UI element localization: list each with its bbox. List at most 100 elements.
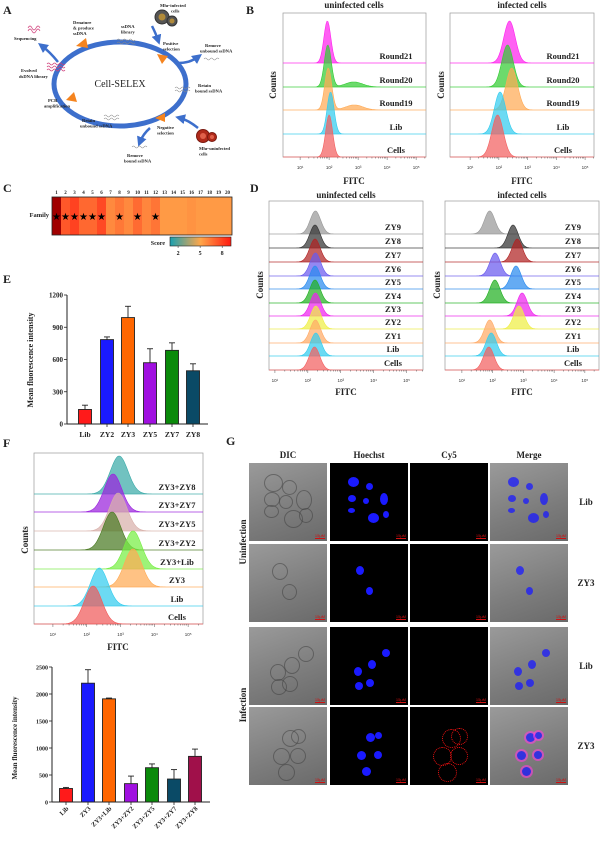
colorbar-tick-label: 8 bbox=[221, 251, 224, 257]
scale-bar: 15μM bbox=[314, 614, 325, 620]
heatmap-column-label: 5 bbox=[91, 191, 94, 196]
nucleus bbox=[526, 679, 534, 687]
nucleus bbox=[357, 751, 366, 760]
bar-zy8 bbox=[186, 370, 200, 425]
nucleus bbox=[374, 751, 382, 759]
b-right-xlabel: FITC bbox=[511, 176, 533, 186]
label-infected-cells: Mhr-infected bbox=[160, 3, 186, 8]
nucleus bbox=[362, 767, 371, 776]
bar-zy3-lib bbox=[102, 698, 116, 803]
cell-outline bbox=[272, 563, 288, 580]
nucleus bbox=[534, 751, 542, 759]
star-icon: ★ bbox=[133, 212, 142, 223]
nucleus bbox=[542, 649, 550, 657]
label-evolved: Evolved bbox=[21, 68, 37, 73]
micrograph-hoechst: 15μM bbox=[330, 544, 408, 622]
scale-bar: 15μM bbox=[395, 614, 406, 620]
heatmap-column-label: 9 bbox=[127, 191, 130, 196]
nucleus bbox=[348, 508, 355, 513]
x-tick-label: 10³ bbox=[355, 165, 362, 170]
heatmap-column-label: 12 bbox=[153, 191, 159, 196]
label-remove-unbound: Remove bbox=[205, 43, 221, 48]
nucleus bbox=[522, 767, 531, 776]
cell-outline bbox=[264, 505, 279, 518]
x-tick-label: 10² bbox=[489, 378, 496, 383]
nucleus bbox=[375, 732, 382, 739]
series-label: ZY1 bbox=[385, 331, 401, 341]
arrowhead-icon bbox=[66, 92, 77, 102]
label-remove-bound: bound ssDNA bbox=[124, 159, 152, 164]
heatmap-cell bbox=[178, 197, 187, 235]
heatmap-cell bbox=[169, 197, 178, 235]
heatmap-column-label: 20 bbox=[225, 191, 231, 196]
series-label: ZY6 bbox=[565, 264, 581, 274]
series-label: Lib bbox=[567, 344, 580, 354]
x-tick-label: 10³ bbox=[337, 378, 344, 383]
heatmap-cell bbox=[214, 197, 223, 235]
series-label: ZY3+ZY7 bbox=[159, 500, 197, 510]
star-icon: ★ bbox=[115, 212, 124, 223]
bar-zy3-zy7 bbox=[167, 778, 181, 803]
series-label: ZY3+ZY8 bbox=[159, 482, 196, 492]
y-tick-label: 300 bbox=[53, 388, 64, 396]
scale-bar: 15μM bbox=[555, 697, 566, 703]
x-tick-label: 10⁵ bbox=[581, 378, 588, 383]
arrowhead-icon bbox=[157, 54, 168, 64]
heatmap-column-label: 1 bbox=[55, 191, 58, 196]
scale-bar: 15μM bbox=[395, 697, 406, 703]
row-label-zy3: ZY3 bbox=[577, 741, 595, 751]
heatmap-cell bbox=[61, 197, 70, 235]
panel-label-e: E bbox=[3, 272, 11, 286]
bar-zy3-zy2 bbox=[124, 783, 138, 803]
cell-outline bbox=[282, 480, 297, 495]
label-uninfected-cells: cells bbox=[199, 152, 208, 157]
scale-bar: 15μM bbox=[475, 777, 486, 783]
cy5-membrane-signal bbox=[450, 747, 468, 765]
label-remove-unbound: unbound ssDNA bbox=[200, 49, 233, 54]
nucleus bbox=[528, 513, 539, 523]
heatmap-cell bbox=[79, 197, 88, 235]
series-label: ZY4 bbox=[565, 291, 582, 301]
nucleus bbox=[356, 566, 364, 575]
f-hist-xlabel: FITC bbox=[107, 642, 129, 652]
scale-bar: 15μM bbox=[314, 533, 325, 539]
colorbar-tick-label: 5 bbox=[199, 251, 202, 257]
label-retain-unbound: Retain bbox=[82, 118, 95, 123]
panel-label-b: B bbox=[246, 3, 254, 17]
x-tick-label: 10¹ bbox=[459, 378, 466, 383]
series-label: ZY8 bbox=[565, 236, 581, 246]
heatmap-column-label: 18 bbox=[207, 191, 213, 196]
nucleus bbox=[526, 483, 533, 490]
nucleus bbox=[366, 587, 373, 595]
x-tick-label: 10² bbox=[326, 165, 333, 170]
heatmap-column-label: 16 bbox=[189, 191, 195, 196]
row-label-zy3: ZY3 bbox=[577, 578, 595, 588]
scale-bar: 15μM bbox=[555, 533, 566, 539]
series-label: Cells bbox=[168, 612, 187, 622]
label-denature: ssDNA bbox=[73, 31, 87, 36]
group-label-infection: Infection bbox=[238, 687, 248, 723]
panel-label-d: D bbox=[250, 181, 259, 195]
x-tick-label: 10¹ bbox=[297, 165, 304, 170]
nucleus bbox=[516, 566, 524, 575]
bar-lib bbox=[78, 409, 92, 425]
y-tick-label: 500 bbox=[39, 774, 48, 780]
series-label: Lib bbox=[557, 122, 570, 132]
heatmap-cell bbox=[151, 197, 160, 235]
x-tick-label: 10⁴ bbox=[370, 378, 377, 383]
cell-outline bbox=[298, 646, 314, 662]
dsdna-icon bbox=[27, 25, 66, 72]
colorbar bbox=[169, 236, 232, 247]
d-left-xlabel: FITC bbox=[335, 387, 357, 397]
series-label: ZY3 bbox=[565, 304, 581, 314]
x-tick-label: ZY8 bbox=[186, 430, 200, 439]
group-label-uninfection: Uninfection bbox=[238, 519, 248, 565]
heatmap-cell bbox=[205, 197, 214, 235]
cell-outline bbox=[299, 508, 313, 523]
series-label: Round21 bbox=[546, 51, 579, 61]
nucleus bbox=[363, 498, 369, 504]
series-label: Round20 bbox=[379, 75, 412, 85]
star-icon: ★ bbox=[79, 212, 88, 223]
scale-bar: 15μM bbox=[395, 533, 406, 539]
